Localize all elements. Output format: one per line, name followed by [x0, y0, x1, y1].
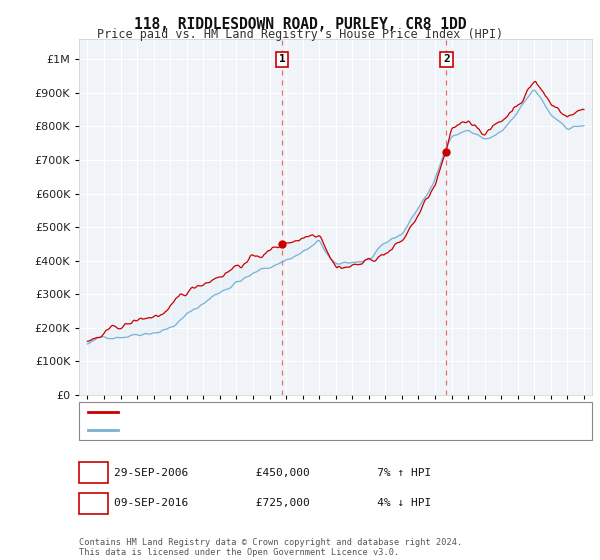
- Text: Contains HM Land Registry data © Crown copyright and database right 2024.: Contains HM Land Registry data © Crown c…: [79, 538, 463, 547]
- Text: This data is licensed under the Open Government Licence v3.0.: This data is licensed under the Open Gov…: [79, 548, 400, 557]
- Text: 1: 1: [278, 54, 285, 64]
- Text: 1: 1: [90, 466, 97, 479]
- Text: 118, RIDDLESDOWN ROAD, PURLEY, CR8 1DD (detached house): 118, RIDDLESDOWN ROAD, PURLEY, CR8 1DD (…: [122, 407, 466, 417]
- Text: 118, RIDDLESDOWN ROAD, PURLEY, CR8 1DD: 118, RIDDLESDOWN ROAD, PURLEY, CR8 1DD: [134, 17, 466, 32]
- Text: 29-SEP-2006          £450,000          7% ↑ HPI: 29-SEP-2006 £450,000 7% ↑ HPI: [114, 468, 431, 478]
- Text: 2: 2: [90, 497, 97, 510]
- Text: HPI: Average price, detached house, Croydon: HPI: Average price, detached house, Croy…: [122, 425, 391, 435]
- Text: 09-SEP-2016          £725,000          4% ↓ HPI: 09-SEP-2016 £725,000 4% ↓ HPI: [114, 498, 431, 508]
- Text: Price paid vs. HM Land Registry's House Price Index (HPI): Price paid vs. HM Land Registry's House …: [97, 28, 503, 41]
- Text: 2: 2: [443, 54, 450, 64]
